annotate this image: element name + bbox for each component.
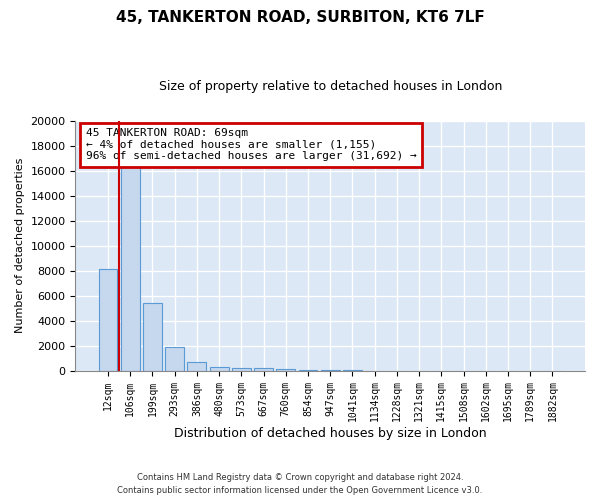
Text: Contains HM Land Registry data © Crown copyright and database right 2024.
Contai: Contains HM Land Registry data © Crown c… xyxy=(118,474,482,495)
X-axis label: Distribution of detached houses by size in London: Distribution of detached houses by size … xyxy=(174,427,487,440)
Bar xyxy=(232,368,251,370)
Bar xyxy=(121,164,140,370)
Bar xyxy=(143,303,162,370)
Bar xyxy=(187,362,206,370)
Bar xyxy=(165,348,184,370)
Bar xyxy=(277,369,295,370)
Y-axis label: Number of detached properties: Number of detached properties xyxy=(15,158,25,334)
Bar xyxy=(254,368,273,370)
Bar xyxy=(98,270,118,370)
Title: Size of property relative to detached houses in London: Size of property relative to detached ho… xyxy=(158,80,502,93)
Text: 45, TANKERTON ROAD, SURBITON, KT6 7LF: 45, TANKERTON ROAD, SURBITON, KT6 7LF xyxy=(116,10,484,25)
Bar xyxy=(209,366,229,370)
Text: 45 TANKERTON ROAD: 69sqm
← 4% of detached houses are smaller (1,155)
96% of semi: 45 TANKERTON ROAD: 69sqm ← 4% of detache… xyxy=(86,128,416,162)
